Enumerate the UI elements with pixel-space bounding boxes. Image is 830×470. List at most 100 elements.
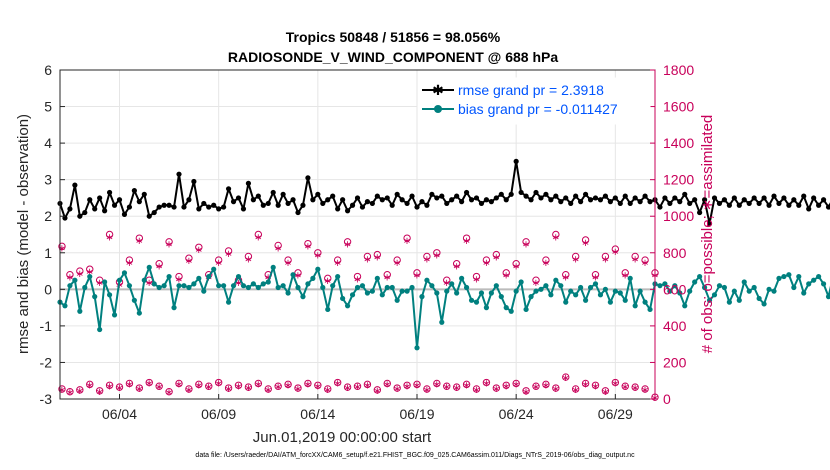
rmse-point (344, 208, 351, 214)
bias-point (498, 294, 504, 300)
right-tick-label: 1000 (663, 208, 694, 224)
obs-assimilated-marker: ∗ (433, 251, 441, 262)
obs-possible-marker (254, 230, 263, 239)
left-axis-ticks: -3 -2 -1 0 1 2 3 4 5 6 (40, 62, 65, 407)
bias-point (151, 281, 157, 287)
bias-point (756, 295, 762, 302)
left-tick-label: -1 (40, 318, 53, 334)
rmse-point (235, 195, 242, 201)
obs-assimilated-marker: ∗ (383, 379, 391, 390)
bias-point (454, 290, 460, 296)
bias-point (196, 275, 202, 281)
right-tick-label: 800 (663, 245, 687, 261)
obs-possible-marker (353, 272, 362, 281)
rmse-point (697, 209, 703, 216)
rmse-point (225, 186, 232, 192)
footer-data-file: data file: /Users/raeder/DAI/ATM_forcXX/… (195, 452, 635, 459)
rmse-point (349, 202, 356, 208)
bias-point (766, 286, 772, 292)
bias-point (364, 290, 371, 296)
rmse-point (647, 199, 653, 205)
rmse-point (781, 195, 787, 201)
obs-assimilated-marker: ∗ (76, 386, 84, 397)
bias-point (176, 283, 182, 289)
rmse-point (513, 158, 519, 164)
obs-assimilated-marker: ∗ (324, 276, 332, 287)
obs-assimilated-marker: ∗ (294, 384, 302, 395)
rmse-point (449, 197, 455, 203)
obs-assimilated-marker: ∗ (343, 383, 351, 394)
obs-possible-marker (562, 373, 570, 381)
bias-point (429, 283, 435, 289)
obs-assimilated-marker: ∗ (522, 240, 530, 251)
rmse-point (617, 200, 623, 207)
legend-rmse-label: rmse grand pr = 2.3918 (458, 82, 604, 98)
obs-assimilated-marker: ∗ (512, 262, 520, 273)
bias-point (136, 310, 142, 316)
rmse-layer-line (59, 160, 830, 225)
bias-point (359, 283, 366, 289)
obs-possible-marker (125, 256, 134, 264)
bias-point (711, 292, 718, 298)
obs-possible-marker (641, 385, 649, 393)
bias-point (444, 288, 450, 294)
obs-possible-marker (482, 256, 491, 264)
obs-assimilated-marker: ∗ (482, 379, 490, 390)
obs-assimilated-marker: ∗ (333, 379, 341, 390)
obs-possible-marker (452, 383, 461, 391)
bias-point (221, 283, 227, 289)
bias-point (741, 279, 747, 285)
obs-assimilated-marker: ∗ (403, 236, 411, 247)
obs-assimilated-marker: ∗ (581, 238, 589, 249)
plot-area (60, 70, 655, 399)
bias-point (330, 283, 336, 289)
bias-point (156, 284, 162, 291)
rmse-point (677, 199, 683, 205)
obs-possible-marker (76, 386, 84, 394)
rmse-point (290, 197, 296, 203)
bias-point (335, 273, 341, 280)
obs-possible-marker (175, 272, 183, 281)
rmse-point (454, 193, 460, 199)
obs-possible-marker (343, 238, 352, 246)
rmse-point (62, 215, 68, 221)
right-axis-ticks: 0 200 400 600 800 1000 1200 1400 1600 1800 (650, 62, 694, 407)
obs-possible-marker (324, 385, 332, 393)
rmse-point (771, 193, 777, 199)
obs-possible-marker (641, 256, 649, 264)
obs-assimilated-marker: ∗ (86, 267, 94, 278)
rmse-point (295, 209, 301, 216)
left-tick-label: 6 (44, 62, 52, 78)
rmse-point (766, 202, 772, 208)
x-tick-label: 06/19 (399, 406, 434, 422)
obs-possible-marker (562, 271, 570, 279)
rmse-point (488, 199, 494, 205)
obs-assimilated-marker: ∗ (304, 379, 312, 390)
obs-possible-marker (66, 387, 74, 396)
obs-assimilated-marker: ∗ (492, 252, 500, 263)
bias-series (57, 264, 830, 351)
bias-point (325, 306, 331, 313)
rmse-point (573, 193, 579, 199)
bias-point (374, 275, 380, 281)
bias-point (344, 303, 351, 309)
right-tick-label: 600 (663, 281, 687, 297)
obs-assimilated-marker: ∗ (125, 258, 133, 269)
bias-point (310, 275, 316, 281)
rmse-point (543, 191, 549, 197)
bias-point (295, 284, 301, 291)
obs-possible-marker (482, 378, 491, 387)
obs-assimilated-marker: ∗ (492, 384, 500, 395)
obs-assimilated-marker: ∗ (274, 243, 282, 254)
rmse-point (240, 206, 247, 212)
obs-possible-marker (532, 276, 540, 284)
obs-assimilated-marker: ∗ (363, 380, 371, 391)
obs-possible-marker (214, 378, 223, 387)
bias-point (463, 284, 470, 291)
obs-assimilated-marker: ∗ (452, 383, 460, 394)
obs-possible-marker (284, 256, 292, 264)
bias-point (478, 290, 485, 296)
rmse-point (434, 195, 440, 201)
bias-point (459, 275, 465, 281)
obs-assimilated-marker: ∗ (145, 278, 153, 289)
